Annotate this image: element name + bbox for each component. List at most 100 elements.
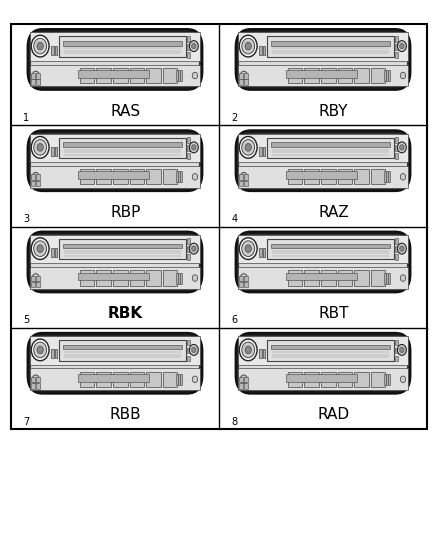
Text: RAS: RAS xyxy=(110,104,141,119)
Bar xyxy=(78,70,149,78)
Circle shape xyxy=(399,347,404,353)
Bar xyxy=(36,282,40,287)
Bar xyxy=(31,73,35,78)
Circle shape xyxy=(32,274,39,282)
Bar xyxy=(384,272,385,284)
Circle shape xyxy=(34,241,46,256)
Bar xyxy=(239,377,244,382)
FancyBboxPatch shape xyxy=(28,29,202,90)
Bar xyxy=(96,372,111,387)
Bar xyxy=(239,79,244,85)
Circle shape xyxy=(191,347,196,353)
Bar xyxy=(304,372,319,387)
Bar xyxy=(80,372,94,387)
Bar xyxy=(51,349,54,359)
Bar xyxy=(286,171,357,179)
Bar xyxy=(146,169,161,184)
Circle shape xyxy=(245,346,251,354)
Bar xyxy=(338,68,352,83)
Bar xyxy=(96,68,111,83)
Circle shape xyxy=(400,72,406,79)
Bar xyxy=(395,36,398,42)
Text: RBP: RBP xyxy=(110,205,141,220)
Bar xyxy=(244,383,248,389)
Bar xyxy=(80,68,94,83)
Circle shape xyxy=(34,140,46,155)
Bar xyxy=(162,372,177,387)
Bar xyxy=(321,270,336,286)
Bar xyxy=(31,383,35,389)
Bar xyxy=(176,171,177,182)
Bar xyxy=(31,282,35,287)
Circle shape xyxy=(397,344,406,356)
Bar xyxy=(96,169,111,184)
Circle shape xyxy=(192,275,198,281)
Circle shape xyxy=(189,243,198,254)
Circle shape xyxy=(399,144,404,150)
Circle shape xyxy=(239,339,257,361)
Bar xyxy=(30,336,200,365)
Bar xyxy=(239,282,244,287)
Circle shape xyxy=(192,376,198,383)
Bar xyxy=(113,68,127,83)
Bar xyxy=(267,239,394,260)
FancyBboxPatch shape xyxy=(238,134,408,188)
Bar xyxy=(187,246,190,252)
Bar xyxy=(286,374,357,382)
Bar xyxy=(321,372,336,387)
Text: 3: 3 xyxy=(24,214,29,224)
Circle shape xyxy=(191,144,196,150)
Bar xyxy=(178,171,180,182)
Circle shape xyxy=(32,71,39,80)
Text: 2: 2 xyxy=(231,112,238,123)
Bar xyxy=(187,137,190,143)
Bar xyxy=(354,270,369,286)
Circle shape xyxy=(399,246,404,252)
Bar xyxy=(36,377,40,382)
Bar xyxy=(55,45,57,55)
Bar xyxy=(239,174,244,180)
Circle shape xyxy=(240,375,247,384)
Bar xyxy=(63,244,182,248)
Bar xyxy=(271,345,390,350)
Bar xyxy=(263,349,265,359)
Bar xyxy=(371,169,385,184)
Bar xyxy=(31,181,35,186)
Circle shape xyxy=(37,42,43,50)
Bar xyxy=(180,272,182,284)
Bar xyxy=(244,282,248,287)
Bar xyxy=(239,383,244,389)
Bar xyxy=(180,374,182,385)
Bar xyxy=(36,174,40,180)
Bar xyxy=(187,153,190,159)
Bar xyxy=(386,171,388,182)
Bar xyxy=(146,372,161,387)
Circle shape xyxy=(242,241,254,256)
Bar xyxy=(36,181,40,186)
Bar xyxy=(354,169,369,184)
Bar xyxy=(162,270,177,286)
Circle shape xyxy=(32,173,39,181)
FancyBboxPatch shape xyxy=(236,131,410,191)
Bar xyxy=(187,44,190,50)
Bar xyxy=(178,374,180,385)
Circle shape xyxy=(245,143,251,151)
Bar xyxy=(30,64,200,86)
Circle shape xyxy=(400,275,406,281)
Bar xyxy=(78,374,149,382)
Bar xyxy=(178,70,180,81)
Bar xyxy=(244,79,248,85)
Bar xyxy=(238,235,408,263)
Text: 1: 1 xyxy=(24,112,29,123)
FancyBboxPatch shape xyxy=(236,231,410,292)
Circle shape xyxy=(191,43,196,49)
Circle shape xyxy=(37,245,43,253)
Circle shape xyxy=(31,136,49,158)
Bar xyxy=(238,166,408,188)
Bar xyxy=(30,166,200,188)
Circle shape xyxy=(239,238,257,260)
Circle shape xyxy=(240,173,247,181)
Bar xyxy=(130,372,144,387)
Bar xyxy=(239,73,244,78)
Circle shape xyxy=(191,246,196,252)
